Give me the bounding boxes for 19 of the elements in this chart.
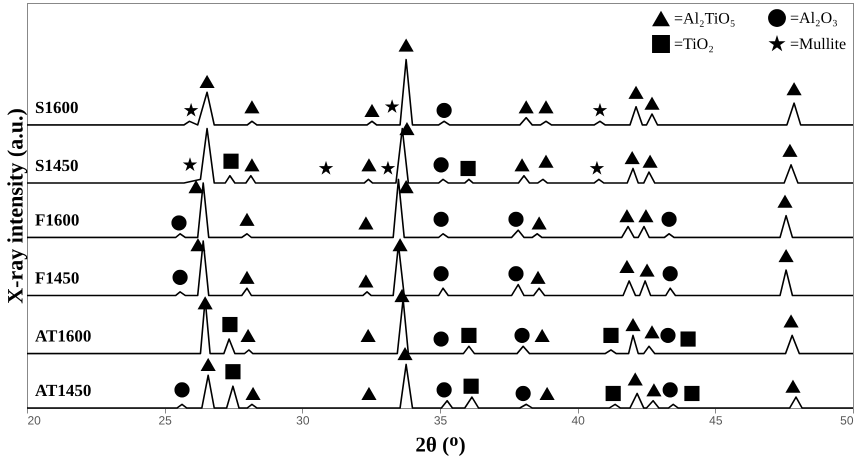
series-label: F1600 — [35, 210, 80, 230]
legend-label: =TiO₂ — [674, 36, 714, 53]
x-tick-label: 20 — [28, 414, 42, 428]
x-tick-label: 35 — [434, 414, 448, 428]
series-label: AT1450 — [35, 381, 92, 400]
series-label: F1450 — [35, 268, 80, 288]
series-label: AT1600 — [35, 326, 92, 346]
legend-label: =Mullite — [790, 36, 846, 53]
x-tick-label: 25 — [158, 414, 172, 428]
legend-label: =Al₂TiO₅ — [674, 10, 736, 28]
legend-label: =Al₂O₃ — [790, 10, 838, 28]
x-tick-label: 45 — [709, 414, 723, 428]
x-tick-label: 50 — [840, 414, 854, 428]
series-label: S1450 — [35, 156, 78, 175]
series-label: S1600 — [35, 98, 78, 117]
x-tick-label: 40 — [571, 414, 586, 428]
y-axis-title: X-ray intensity (a.u.) — [2, 108, 28, 304]
x-axis-title: 2θ (ᴼ) — [415, 432, 466, 456]
x-tick-label: 30 — [296, 414, 310, 428]
